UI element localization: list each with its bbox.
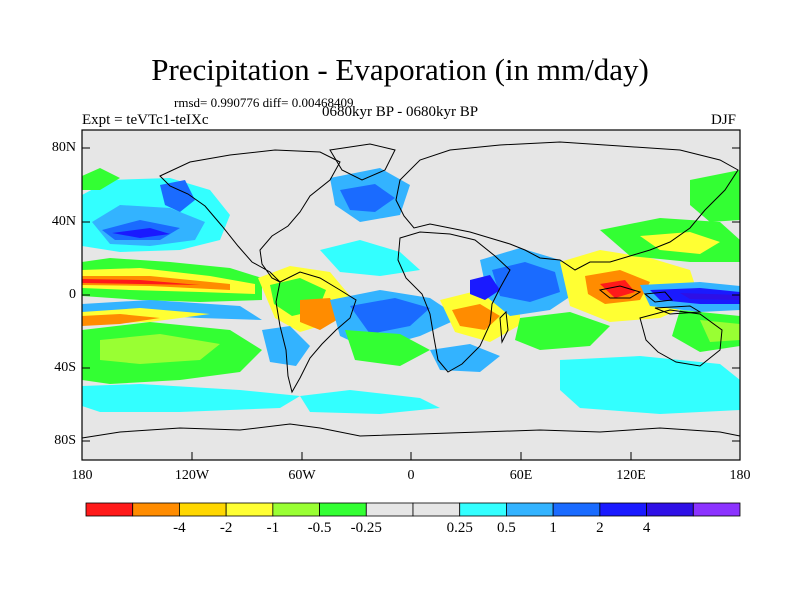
coastline-antarctica — [81, 423, 741, 439]
colorbar-swatch — [225, 502, 274, 517]
colorbar-label: 0.25 — [446, 520, 473, 536]
precip-region — [350, 298, 430, 334]
lon-label: 180 — [71, 468, 93, 483]
colorbar-swatch — [365, 502, 414, 517]
colorbar-label: 1 — [549, 520, 557, 536]
colorbar-label: -0.25 — [350, 520, 382, 536]
coastline-australia — [639, 309, 723, 367]
precip-region — [82, 168, 120, 190]
precip-region — [700, 320, 740, 342]
precip-region — [600, 280, 635, 298]
lon-label: 180 — [729, 468, 751, 483]
precip-region — [345, 330, 430, 366]
lon-label: 0 — [407, 468, 415, 483]
colorbar-label: 4 — [642, 520, 651, 536]
colorbar-swatch — [506, 502, 554, 517]
experiment-label: Expt = teVTc1-teIXc — [82, 112, 209, 128]
precip-region — [560, 356, 740, 414]
chart-title: Precipitation - Evaporation (in mm/day) — [151, 52, 649, 87]
precip-region — [515, 312, 610, 350]
coastline-indonesia — [598, 285, 702, 315]
precip-region — [82, 300, 262, 320]
lon-label: 120W — [174, 468, 210, 483]
colorbar-swatch — [646, 502, 694, 517]
coastline-madagascar — [499, 310, 509, 344]
precip-region — [82, 314, 160, 326]
coastline-africa — [397, 231, 511, 373]
precip-region — [100, 334, 220, 364]
precip-region — [82, 279, 200, 285]
colorbar-swatch — [599, 502, 647, 517]
lat-ticks — [82, 147, 740, 442]
colorbar-label: -0.5 — [307, 520, 332, 536]
colorbar-label: 2 — [596, 520, 604, 536]
colorbar — [85, 502, 741, 517]
colorbar-swatch — [552, 502, 601, 517]
coastline-eurasia — [395, 141, 739, 271]
coastline-greenland — [329, 143, 396, 181]
colorbar-swatch — [85, 502, 134, 517]
precip-region — [300, 390, 440, 414]
precip-region — [470, 275, 500, 300]
precip-region — [430, 344, 500, 372]
precip-region — [320, 240, 420, 276]
lat-label: 40N — [51, 214, 76, 229]
precip-region — [160, 180, 195, 212]
colorbar-swatch — [692, 502, 741, 517]
colorbar-swatch — [319, 502, 367, 517]
precip-region — [452, 304, 500, 330]
coastline-north-america — [159, 149, 341, 283]
colorbar-label: -4 — [173, 520, 186, 536]
coastlines — [81, 141, 741, 439]
precip-region — [640, 232, 720, 254]
colorbar-swatch — [272, 502, 320, 517]
lon-label: 60E — [509, 468, 533, 483]
stats-label: rmsd= 0.990776 diff= 0.00468409 — [174, 95, 354, 110]
precip-region — [340, 184, 395, 212]
precip-region — [112, 228, 170, 238]
precip-region — [82, 384, 300, 412]
precip-region — [690, 170, 740, 222]
colorbar-label: -2 — [219, 520, 233, 536]
colorbar-swatch — [459, 502, 507, 517]
colorbar-label: -1 — [266, 520, 280, 536]
colorbar-label: 0.5 — [497, 520, 516, 536]
lon-label: 120E — [616, 468, 646, 483]
period-label: 0680kyr BP - 0680kyr BP — [322, 104, 479, 120]
precip-region — [680, 293, 740, 300]
season-label: DJF — [711, 112, 737, 128]
coastline-south-america — [275, 271, 357, 394]
precip-field — [82, 168, 740, 434]
precip-region — [262, 326, 310, 366]
lat-label: 80S — [54, 433, 76, 448]
lon-label: 60W — [288, 468, 316, 483]
lat-label: 80N — [51, 140, 76, 155]
lat-label: 40S — [54, 360, 76, 375]
precip-region — [300, 298, 340, 330]
colorbar-swatch — [179, 502, 227, 517]
lon-ticks — [81, 452, 741, 460]
lat-label: 0 — [69, 287, 76, 302]
colorbar-swatch — [412, 502, 461, 517]
colorbar-swatch — [132, 502, 180, 517]
